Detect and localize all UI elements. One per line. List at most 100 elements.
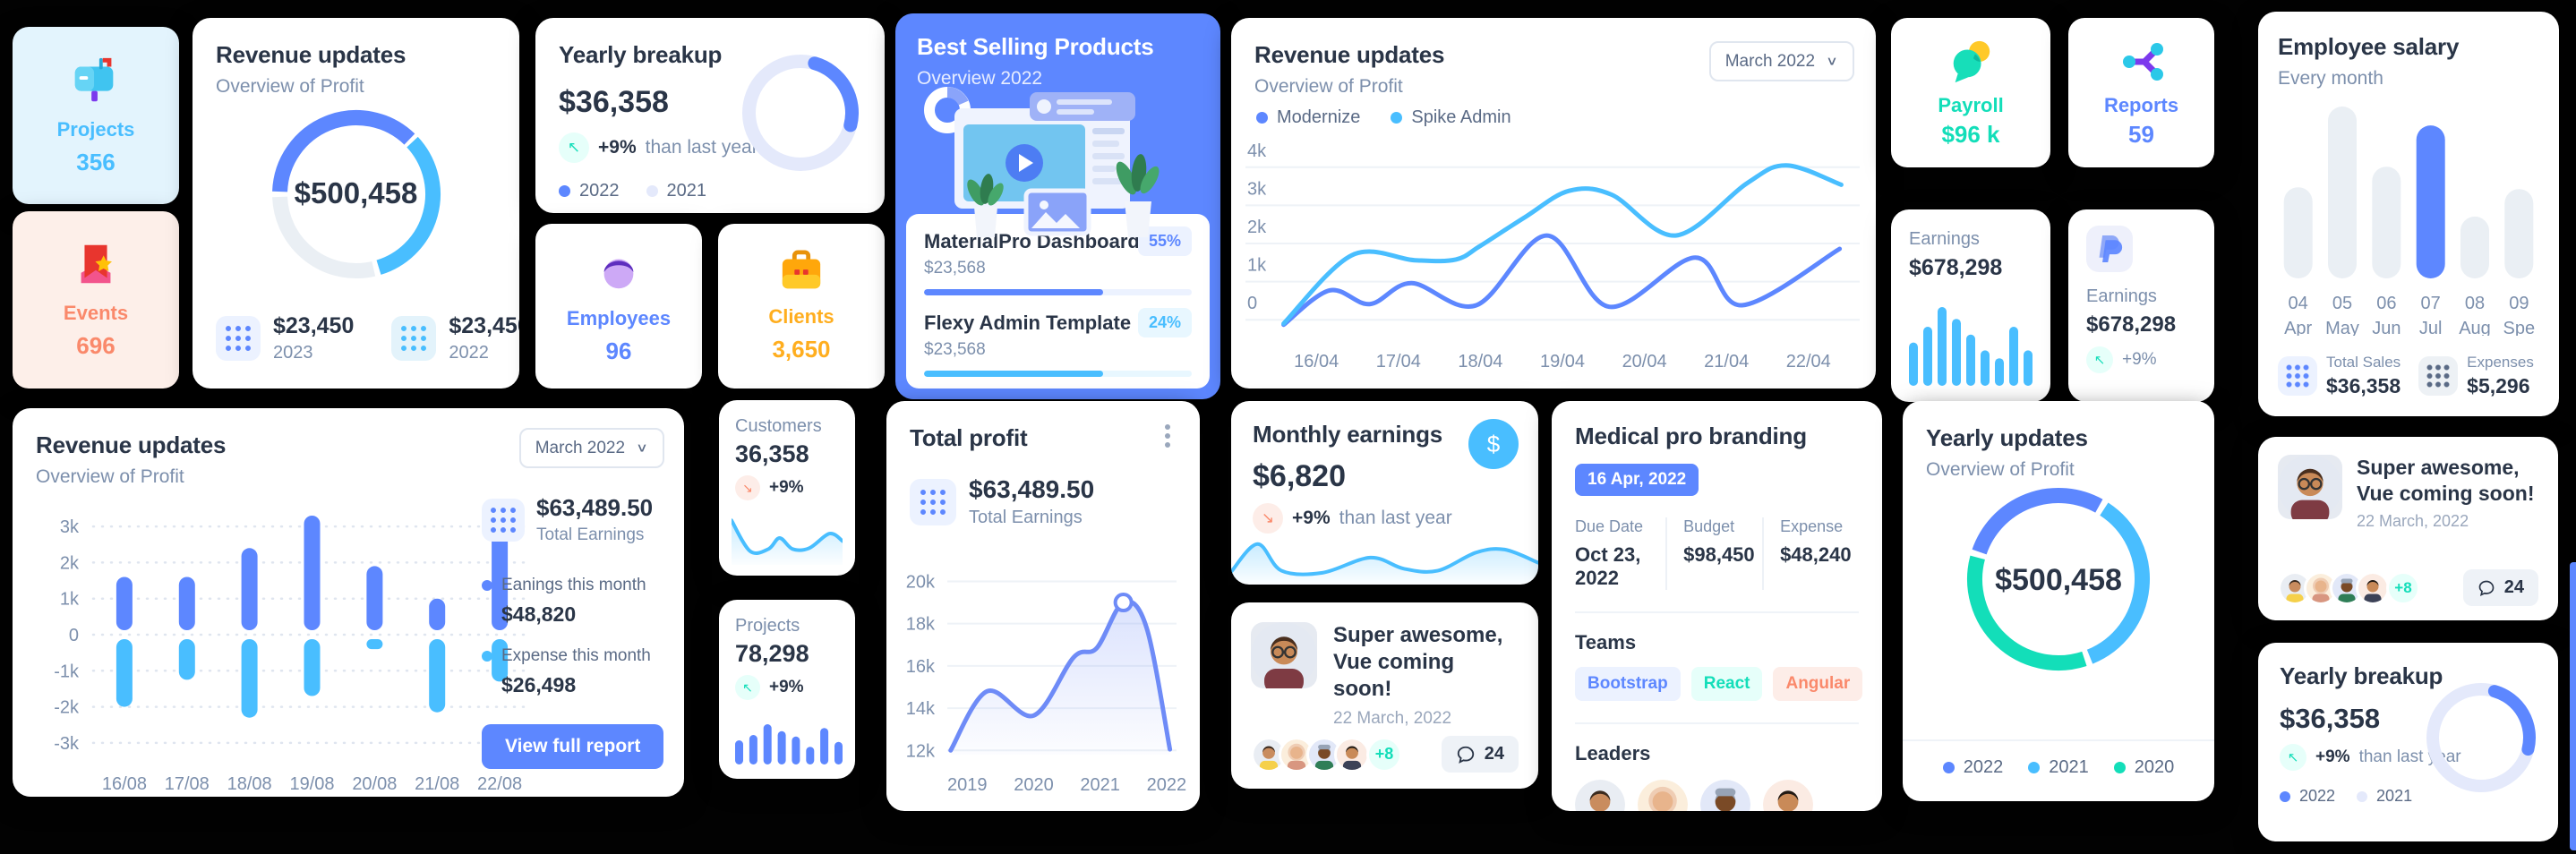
trend-up-icon: ↖	[2280, 744, 2306, 771]
comment-icon	[2478, 580, 2495, 596]
card-title: Employee salary	[2278, 33, 2460, 60]
tile-events[interactable]: Events 696	[13, 211, 179, 389]
tile-employees[interactable]: Employees 96	[535, 224, 702, 389]
leaders-avatars	[1575, 780, 1859, 811]
avatar[interactable]	[2330, 570, 2364, 605]
comments-pill[interactable]: 24	[2462, 569, 2538, 606]
revenue-donut-chart	[271, 109, 441, 279]
card-medical-pro-branding: Medical pro branding 16 Apr, 2022 Due Da…	[1552, 401, 1882, 811]
leaders-label: Leaders	[1575, 742, 1651, 764]
card-title: Best Selling Products	[917, 33, 1154, 60]
avatar[interactable]	[1575, 780, 1625, 811]
dropdown-value: March 2022	[535, 438, 626, 457]
legend-dot	[2280, 790, 2290, 802]
svg-text:17/04: 17/04	[1376, 352, 1421, 371]
stat-label: Expenses	[2467, 354, 2534, 371]
card-revenue-updates-donut: Revenue updates Overview of Profit $500,…	[193, 18, 519, 389]
svg-text:18/04: 18/04	[1458, 352, 1502, 371]
tile-label: Earnings	[2086, 286, 2157, 306]
avatar[interactable]	[2278, 455, 2342, 519]
comments-count: 24	[1484, 744, 1504, 764]
tile-projects[interactable]: Projects 356	[13, 27, 179, 204]
more-members-chip[interactable]: +8	[1366, 736, 1402, 773]
total-label: Total Earnings	[536, 525, 645, 544]
avatar[interactable]	[1251, 622, 1317, 688]
product-name: Flexy Admin Template	[924, 312, 1132, 334]
svg-text:05: 05	[2332, 294, 2352, 313]
svg-text:14k: 14k	[906, 699, 936, 719]
more-members-chip[interactable]: +8	[2386, 570, 2420, 605]
card-title: Monthly earnings	[1253, 421, 1443, 448]
dropdown-value: March 2022	[1724, 51, 1816, 71]
avatar[interactable]	[1700, 780, 1750, 811]
comment-icon	[1457, 746, 1474, 764]
svg-text:20k: 20k	[906, 572, 936, 592]
revenue-posneg-chart: 3k 2k 1k 0 -1k -2k -3k 16/08 17/08 18/08 19/08 20/0…	[23, 491, 538, 797]
legend-dot	[2357, 790, 2368, 802]
chevron-down-icon: ∨	[636, 440, 648, 456]
vue-date: 22 March, 2022	[1333, 709, 1452, 728]
avatar[interactable]	[1638, 780, 1688, 811]
tile-projects-stat[interactable]: Projects 78,298 ↖ +9%	[719, 600, 855, 779]
card-employee-salary: Employee salary Every month 04 Apr 05 May 06…	[2258, 12, 2559, 416]
stat-2022: $23,450 2022	[391, 313, 519, 363]
svg-text:Spe: Spe	[2503, 319, 2536, 336]
team-chip-bootstrap: Bootstrap	[1575, 667, 1681, 701]
tile-payroll[interactable]: Payroll $96 k	[1891, 18, 2050, 167]
avatar[interactable]	[1251, 736, 1287, 773]
best-selling-panel: MaterialPro Dashboard 55% $23,568 Flexy …	[906, 214, 1210, 389]
tile-paypal-earnings[interactable]: Earnings $678,298 ↖ +9%	[2068, 209, 2214, 402]
delta-note: than last year	[1339, 508, 1452, 528]
team-chip-react: React	[1690, 667, 1763, 701]
card-title: Yearly breakup	[2280, 662, 2443, 689]
payroll-chat-icon	[1946, 38, 1996, 90]
card-yearly-breakup-bottom: Yearly breakup $36,358 ↖ +9% than last y…	[2258, 643, 2558, 841]
kebab-menu-icon[interactable]	[1159, 421, 1177, 451]
stat-value: $63,489.50	[969, 475, 1095, 503]
stat-value: $23,450	[273, 313, 355, 338]
comments-count: 24	[2503, 577, 2524, 597]
svg-text:21/04: 21/04	[1704, 352, 1749, 371]
field-value: $98,450	[1683, 543, 1755, 566]
card-yearly-updates: Yearly updates Overview of Profit $500,4…	[1903, 401, 2214, 801]
avatar[interactable]	[1279, 736, 1314, 773]
svg-text:19/08: 19/08	[289, 774, 334, 794]
medical-fields: Due Date Oct 23, 2022 Budget $98,450 Exp…	[1575, 517, 1859, 590]
svg-text:06: 06	[2376, 294, 2396, 313]
comments-pill[interactable]: 24	[1441, 736, 1519, 773]
avatar[interactable]	[1763, 780, 1813, 811]
tile-earnings-bars[interactable]: Earnings $678,298	[1891, 209, 2050, 402]
stat-total-sales: Total Sales $36,358	[2278, 354, 2401, 398]
svg-text:Apr: Apr	[2284, 319, 2312, 336]
tile-label: Payroll	[1938, 93, 2004, 116]
tile-value: 3,650	[772, 336, 831, 363]
svg-text:1k: 1k	[1247, 256, 1267, 276]
svg-text:08: 08	[2465, 294, 2485, 313]
tile-value: 36,358	[735, 440, 809, 467]
tile-clients[interactable]: Clients 3,650	[718, 224, 885, 389]
month-dropdown[interactable]: March 2022 ∨	[518, 428, 664, 468]
donut-center-value: $500,458	[294, 176, 418, 209]
stat-label: Total Earnings	[969, 508, 1083, 527]
tile-customers[interactable]: Customers 36,358 ↘ +9%	[719, 400, 855, 576]
date-badge: 16 Apr, 2022	[1575, 464, 1699, 496]
month-dropdown[interactable]: March 2022 ∨	[1708, 41, 1854, 81]
grid-dots-icon	[2418, 356, 2459, 396]
card-title: Revenue updates	[36, 431, 227, 458]
svg-text:20/08: 20/08	[352, 774, 397, 794]
avatar-group: +8	[2278, 570, 2420, 605]
legend-2022: 2022	[559, 181, 620, 201]
svg-text:07: 07	[2421, 294, 2441, 313]
view-full-report-button[interactable]: View full report	[482, 724, 664, 769]
dollar-button[interactable]: $	[1468, 419, 1519, 469]
card-subtitle: Every month	[2278, 68, 2383, 89]
briefcase-icon	[777, 249, 826, 298]
vue-title-line1: Super awesome,	[1333, 623, 1503, 647]
product-progress	[924, 371, 1192, 377]
tile-reports[interactable]: Reports 59	[2068, 18, 2214, 167]
avatar[interactable]	[2356, 570, 2390, 605]
product-percent-badge: 24%	[1137, 308, 1192, 337]
avatar[interactable]	[1334, 736, 1370, 773]
stat-value: $5,296	[2467, 374, 2530, 397]
field-label: Expense	[1780, 517, 1844, 535]
